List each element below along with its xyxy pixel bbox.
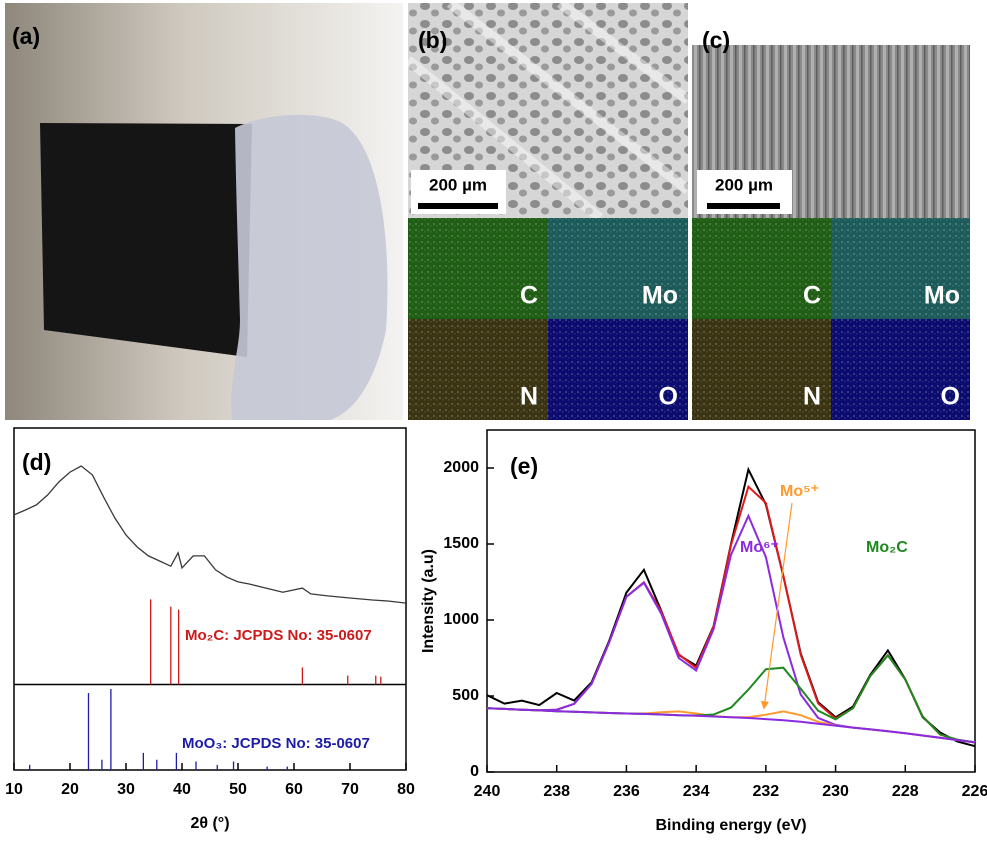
data-line [487, 708, 975, 742]
y-tick-label: 0 [470, 763, 479, 780]
x-tick-label: 236 [613, 783, 640, 800]
x-tick-label: 240 [474, 783, 501, 800]
map-label: O [659, 383, 678, 411]
y-axis-label: Intensity (a.u) [420, 549, 437, 653]
sample [40, 123, 252, 357]
y-tick-label: 1500 [443, 535, 479, 552]
x-tick-label: 80 [397, 781, 415, 798]
map-label: C [803, 282, 821, 310]
data-line [487, 487, 975, 743]
map-label: C [520, 282, 538, 310]
x-tick-label: 226 [962, 783, 987, 800]
eds-maps: C Mo N O C Mo N O [408, 218, 970, 420]
map-label: N [520, 383, 538, 411]
panel-label: (e) [510, 453, 538, 479]
series-label: Mo⁶⁺ [740, 539, 779, 556]
y-tick-label: 1000 [443, 611, 479, 628]
x-tick-label: 230 [822, 783, 849, 800]
plot-frame [487, 430, 975, 772]
x-tick-label: 20 [61, 781, 79, 798]
annotation-arrow [764, 503, 792, 708]
x-tick-label: 30 [117, 781, 135, 798]
x-axis-label: Binding energy (eV) [655, 817, 806, 834]
y-tick-label: 2000 [443, 459, 479, 476]
scale-bar-label: 200 µm [715, 175, 773, 194]
x-tick-label: 60 [285, 781, 303, 798]
panel-label: (b) [418, 27, 447, 53]
panel-label: (d) [22, 449, 51, 475]
x-tick-label: 10 [5, 781, 23, 798]
y-tick-label: 500 [452, 687, 479, 704]
charts: (d) 10 20 30 40 50 60 70 80 2θ (°) Mo₂C: JCPDS No:… [5, 428, 987, 834]
x-tick-label: 228 [892, 783, 919, 800]
x-tick-label: 234 [683, 783, 710, 800]
figure: (a) 200 µm (b) 200 µm (c) C Mo N O C Mo N O (d)… [0, 0, 987, 843]
scale-bar-label: 200 µm [429, 175, 487, 194]
gel [231, 115, 387, 420]
panel-label: (c) [702, 27, 730, 53]
data-line [487, 655, 975, 742]
plot-frame [14, 428, 406, 770]
map-label: N [803, 383, 821, 411]
series-label: Mo₂C [866, 539, 908, 556]
map-label: Mo [642, 282, 678, 310]
scale-bar [418, 203, 498, 209]
photo-panel: (a) [5, 3, 403, 420]
panel-label: (a) [12, 23, 40, 49]
reference-label: MoO₃: JCPDS No: 35-0607 [182, 735, 370, 752]
x-tick-label: 50 [229, 781, 247, 798]
sem-panel: 200 µm (c) [692, 3, 970, 218]
map-label: O [941, 383, 960, 411]
reference-label: Mo₂C: JCPDS No: 35-0607 [185, 627, 372, 644]
data-line [14, 466, 406, 603]
data-line [487, 708, 975, 742]
data-line [487, 470, 975, 747]
map-label: Mo [924, 282, 960, 310]
x-axis-label: 2θ (°) [190, 815, 229, 832]
scale-bar [707, 203, 780, 209]
series-label: Mo⁵⁺ [780, 483, 819, 500]
x-tick-label: 238 [543, 783, 570, 800]
sem-panel: 200 µm (b) [408, 3, 688, 218]
x-tick-label: 70 [341, 781, 359, 798]
x-tick-label: 40 [173, 781, 191, 798]
x-tick-label: 232 [753, 783, 780, 800]
